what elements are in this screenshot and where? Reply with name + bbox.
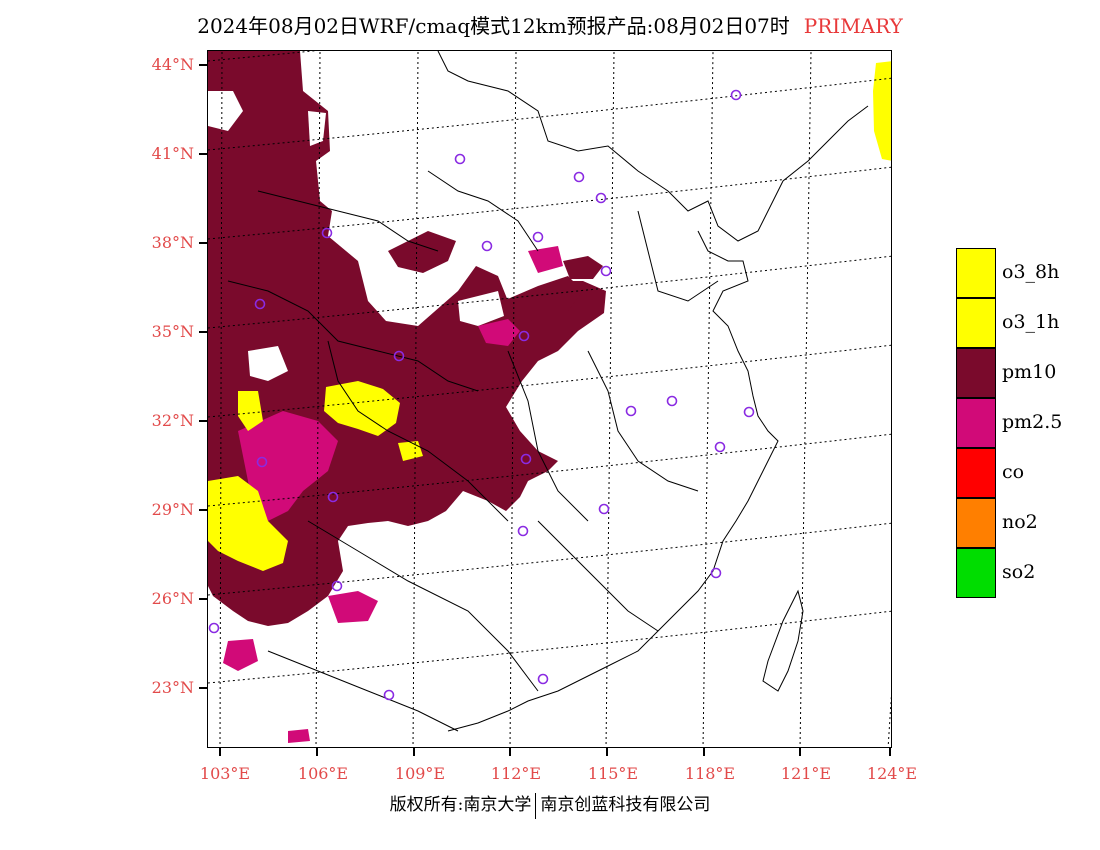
legend-swatch [956,448,996,498]
lat-label: 32°N [151,411,194,430]
clear-area [208,91,504,381]
axis-tick [199,509,207,511]
axis-tick [413,748,415,756]
footer-right: 南京创蓝科技有限公司 [540,795,711,815]
axis-tick [316,748,318,756]
map-canvas [208,51,891,747]
lat-label: 23°N [151,678,194,697]
graticule [208,51,891,747]
legend-item-co: co [956,448,1096,498]
legend-label: pm2.5 [1002,411,1063,433]
lat-label: 38°N [151,233,194,252]
legend-label: co [1002,461,1025,483]
lon-label: 103°E [199,764,251,783]
o3-area [208,61,891,571]
axis-tick [199,598,207,600]
axis-tick [199,153,207,155]
lat-label: 44°N [151,55,194,74]
legend-label: so2 [1002,561,1036,583]
axis-tick [606,748,608,756]
legend-label: o3_8h [1002,261,1060,283]
lon-label: 106°E [297,764,349,783]
legend-item-so2: so2 [956,548,1096,598]
legend-label: pm10 [1002,361,1057,383]
footer-separator [535,792,537,819]
lon-label: 115°E [587,764,639,783]
lon-label: 112°E [490,764,542,783]
map-panel[interactable] [207,50,892,748]
legend-item-o3-1h: o3_1h [956,298,1096,348]
legend-item-o3-8h: o3_8h [956,248,1096,298]
legend-item-pm10: pm10 [956,348,1096,398]
lon-label: 124°E [866,764,918,783]
lat-label: 29°N [151,500,194,519]
legend-swatch [956,498,996,548]
copyright-footer: 版权所有:南京大学 南京创蓝科技有限公司 [0,790,1100,819]
lat-label: 35°N [151,322,194,341]
lon-label: 109°E [394,764,446,783]
station-markers [208,89,755,701]
boundaries [227,51,869,732]
legend-swatch [956,298,996,348]
axis-tick [219,748,221,756]
pm25-area [223,246,563,743]
legend-item-pm25: pm2.5 [956,398,1096,448]
axis-tick [199,420,207,422]
lon-label: 121°E [780,764,832,783]
lat-label: 26°N [151,589,194,608]
axis-tick [199,64,207,66]
lat-label: 41°N [151,144,194,163]
legend-item-no2: no2 [956,498,1096,548]
axis-tick [199,331,207,333]
map-title: 2024年08月02日WRF/cmaq模式12km预报产品:08月02日07时 P… [0,10,1100,39]
footer-left: 版权所有:南京大学 [389,795,532,815]
legend-swatch [956,548,996,598]
lon-label: 118°E [684,764,736,783]
legend-label: no2 [1002,511,1038,533]
axis-tick [199,242,207,244]
axis-tick [199,687,207,689]
title-tag: PRIMARY [803,14,903,38]
axis-tick [889,748,891,756]
axis-tick [509,748,511,756]
axis-tick [703,748,705,756]
legend-swatch [956,398,996,448]
axis-tick [799,748,801,756]
title-main: 2024年08月02日WRF/cmaq模式12km预报产品:08月02日07时 [197,14,790,38]
legend-label: o3_1h [1002,311,1060,333]
legend-swatch [956,348,996,398]
legend-swatch [956,248,996,298]
